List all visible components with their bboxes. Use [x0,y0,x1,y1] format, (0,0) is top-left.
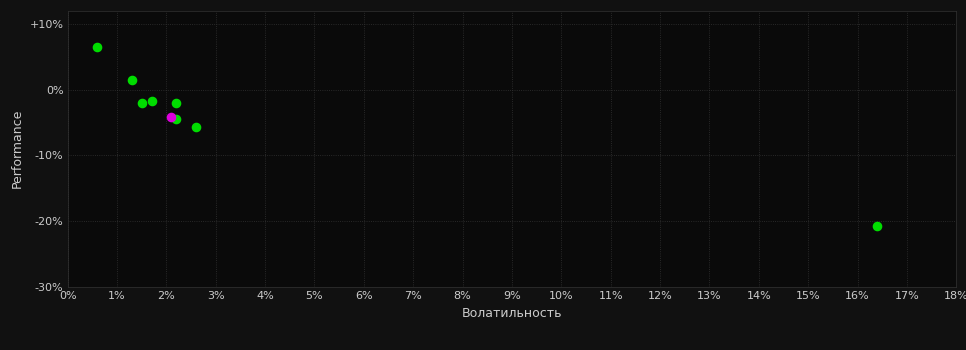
Point [124,77,139,83]
Point [869,223,885,229]
Point [134,100,150,105]
Point [168,116,184,122]
Point [188,124,204,130]
Point [90,44,105,49]
Point [163,114,179,120]
X-axis label: Волатильность: Волатильность [462,307,562,320]
Y-axis label: Performance: Performance [11,109,24,188]
Point [168,100,184,105]
Point [144,99,159,104]
